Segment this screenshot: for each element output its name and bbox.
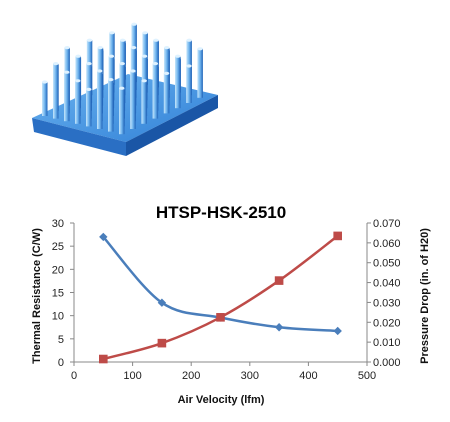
x-axis-title: Air Velocity (lfm) — [178, 394, 265, 406]
heatsink-pin-top — [186, 38, 192, 42]
heatsink-pin-top — [152, 62, 159, 66]
y-tick-label: 10 — [52, 311, 64, 323]
heatsink-pin — [86, 89, 92, 127]
y-tick-label: 0 — [58, 357, 64, 369]
heatsink-pin-top — [131, 22, 137, 26]
pressure-drop-series-line — [102, 234, 339, 361]
y2-tick-label: 0.060 — [373, 238, 401, 250]
heatsink-pin-top — [164, 46, 170, 50]
x-tick-label: 100 — [123, 370, 141, 382]
heatsink-pin-top — [108, 54, 115, 58]
heatsink-pin-top — [64, 46, 70, 50]
heatsink-pin-top — [186, 64, 192, 68]
heatsink-pin-top — [97, 46, 104, 50]
heatsink-pin — [141, 80, 147, 124]
y2-tick-label: 0.040 — [373, 278, 401, 290]
heatsink-pin-top — [86, 62, 92, 66]
pressure-drop-point — [99, 354, 108, 364]
y2-tick-label: 0.000 — [373, 357, 401, 369]
y2-tick-label: 0.010 — [373, 337, 401, 349]
heatsink-pin-top — [141, 54, 148, 58]
heatsink-pin-top — [64, 70, 70, 74]
y-tick-label: 30 — [52, 218, 64, 230]
heatsink-pin-top — [86, 87, 92, 91]
y2-tick-label: 0.030 — [373, 297, 401, 309]
heatsink-pin-top — [119, 86, 125, 90]
y-tick-label: 15 — [52, 288, 64, 300]
heatsink-pin-top — [109, 31, 115, 35]
heatsink-pin — [42, 82, 48, 116]
pressure-drop-point — [274, 276, 284, 285]
thermal-resistance-point — [333, 326, 342, 336]
thermal-resistance-point — [157, 298, 167, 307]
heatsink-pin-top — [42, 80, 48, 84]
heatsink-pin-top — [163, 71, 170, 75]
y-tick-label: 5 — [58, 334, 64, 346]
heatsink-pin — [152, 63, 159, 119]
heatsink-pin-top — [108, 78, 114, 82]
heatsink-pin-top — [86, 38, 93, 42]
heatsink-pin-top — [175, 54, 181, 58]
y-tick-label: 25 — [52, 241, 64, 253]
heatsink-pin-top — [53, 62, 59, 66]
chart-axes: 0 100 200 300 400 500 0 5 10 15 20 25 30 0.000 0.010 0.… — [52, 218, 401, 382]
y2-tick-label: 0.020 — [373, 317, 401, 329]
heatsink-pin-top — [130, 46, 137, 50]
x-tick-label: 0 — [71, 370, 77, 382]
heatsink-pin — [186, 66, 192, 103]
heatsink-pin-top — [142, 31, 148, 35]
heatsink-icon — [32, 22, 218, 156]
heatsink-pin — [119, 88, 125, 135]
heatsink-pin-top — [119, 62, 125, 66]
pressure-drop-point — [157, 338, 167, 348]
pressure-drop-point — [333, 231, 342, 241]
y2-tick-label: 0.070 — [373, 218, 401, 230]
heatsink-pin-top — [120, 38, 126, 42]
thermal-resistance-point — [99, 232, 108, 242]
chart-plot-area — [99, 231, 342, 364]
heatsink-pin — [130, 71, 136, 129]
chart-title: HTSP-HSK-2510 — [156, 203, 286, 222]
y-axis-title: Thermal Resistance (C/W) — [31, 228, 43, 364]
heatsink-pin-top — [197, 47, 203, 51]
x-tick-label: 400 — [299, 370, 317, 382]
heatsink-pin-top — [153, 38, 159, 42]
heatsink-pin — [97, 71, 103, 129]
heatsink-pin — [53, 63, 59, 119]
x-tick-label: 200 — [182, 370, 200, 382]
heatsink-pin — [108, 79, 114, 132]
x-tick-label: 300 — [241, 370, 259, 382]
heatsink-pin-top — [141, 79, 147, 83]
heatsink-pin — [163, 73, 170, 114]
heatsink-pin-top — [130, 69, 136, 73]
heatsink-product-image — [32, 22, 218, 156]
heatsink-pin — [64, 72, 70, 122]
heatsink-pin — [175, 56, 181, 109]
heatsink-pin-top — [97, 69, 103, 73]
thermal-resistance-point — [274, 323, 284, 332]
heatsink-pin — [75, 80, 81, 124]
x-tick-label: 500 — [358, 370, 376, 382]
heatsink-pin-top — [75, 79, 81, 83]
heatsink-pin — [197, 48, 203, 98]
y2-tick-label: 0.050 — [373, 258, 401, 270]
y-tick-label: 20 — [52, 264, 64, 276]
y2-axis-title: Pressure Drop (in. of H20) — [419, 228, 431, 364]
heatsink-pin-top — [75, 54, 81, 58]
pressure-drop-point — [216, 313, 225, 322]
